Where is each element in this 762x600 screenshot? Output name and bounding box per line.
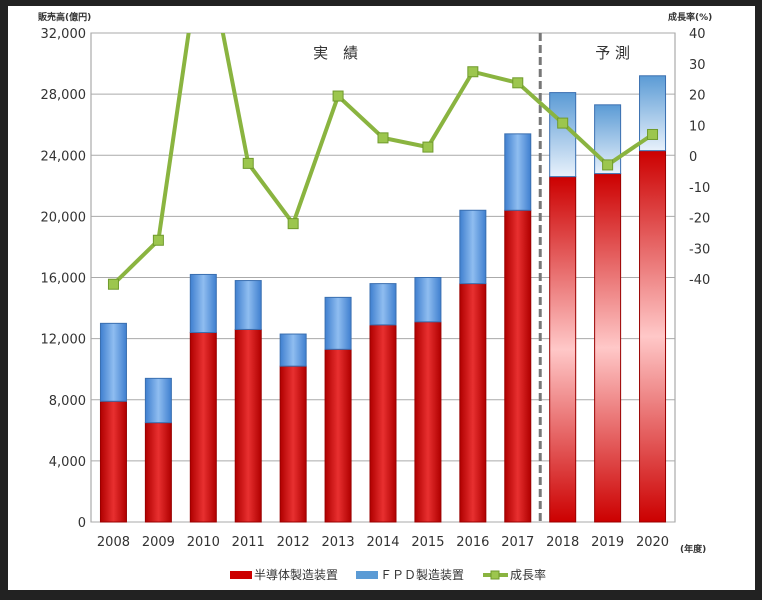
growth-marker-2011 <box>242 157 254 169</box>
chart-frame: 0 4,000 8,000 12,000 16,000 20,000 24,000 28,00… <box>8 6 755 590</box>
legend-swatch-semiconductor <box>230 571 252 579</box>
x-tick-label: 2017 <box>501 535 534 550</box>
y-right-tick-label: -20 <box>689 212 710 227</box>
y-right-tick-label: 20 <box>689 89 706 104</box>
x-axis-label: (年度) <box>680 543 706 555</box>
legend-marker-growth <box>490 570 500 580</box>
legend-label-fpd: ＦＰＤ製造装置 <box>380 568 464 582</box>
y-right-tick-label: -10 <box>689 181 710 196</box>
x-tick-label: 2009 <box>142 535 175 550</box>
bar-semiconductor-2009 <box>144 422 172 523</box>
growth-marker-2015 <box>422 141 434 153</box>
bar-semiconductor-2010 <box>189 332 217 523</box>
bar-fpd-2016 <box>459 209 487 285</box>
bar-fpd-2011 <box>234 280 262 330</box>
bar-fpd-2013 <box>324 296 352 350</box>
x-tick-label: 2011 <box>232 535 265 550</box>
x-tick-label: 2008 <box>97 535 130 550</box>
x-tick-label: 2013 <box>322 535 355 550</box>
annotation-actual: 実 績 <box>313 44 358 62</box>
bar-semiconductor-2013 <box>324 348 352 523</box>
x-tick-label: 2010 <box>187 535 220 550</box>
legend-label-semiconductor: 半導体製造装置 <box>254 568 338 582</box>
growth-marker-2017 <box>512 77 524 89</box>
y-tick-label: 32,000 <box>41 27 87 42</box>
bar-fpd-2018 <box>549 92 577 178</box>
y-tick-label: 4,000 <box>49 455 86 470</box>
bar-fpd-2009 <box>144 377 172 424</box>
growth-marker-2012 <box>287 218 299 230</box>
x-tick-label: 2015 <box>411 535 444 550</box>
growth-marker-2018 <box>557 117 569 129</box>
x-tick-label: 2016 <box>456 535 489 550</box>
y-right-tick-label: -40 <box>689 273 710 288</box>
y-right-tick-label: -30 <box>689 242 710 257</box>
bar-semiconductor-2017 <box>504 209 532 523</box>
x-tick-label: 2018 <box>546 535 579 550</box>
bar-semiconductor-2018 <box>549 176 577 523</box>
growth-marker-2020 <box>647 128 659 140</box>
chart: 0 4,000 8,000 12,000 16,000 20,000 24,000 28,00… <box>38 11 712 582</box>
x-tick-label: 2014 <box>366 535 399 550</box>
x-tick-label: 2019 <box>591 535 624 550</box>
y-tick-label: 16,000 <box>41 272 87 287</box>
bar-semiconductor-2012 <box>279 365 307 523</box>
bar-fpd-2008 <box>99 322 127 402</box>
y-right-tick-label: 30 <box>689 58 706 73</box>
growth-marker-2009 <box>152 234 164 246</box>
bar-fpd-2012 <box>279 333 307 367</box>
bar-semiconductor-2020 <box>639 150 667 523</box>
bar-fpd-2019 <box>594 104 622 175</box>
y-tick-label: 20,000 <box>41 210 87 225</box>
x-tick-label: 2020 <box>636 535 669 550</box>
bar-semiconductor-2014 <box>369 324 397 523</box>
legend-label-growth: 成長率 <box>510 567 546 582</box>
growth-marker-2013 <box>332 90 344 102</box>
y-right-axis-label: 成長率(%) <box>668 11 712 23</box>
y-tick-label: 0 <box>78 516 86 531</box>
growth-marker-2014 <box>377 132 389 144</box>
bar-fpd-2015 <box>414 277 442 323</box>
y-tick-label: 12,000 <box>41 333 87 348</box>
bar-semiconductor-2011 <box>234 328 262 523</box>
x-tick-label: 2012 <box>277 535 310 550</box>
bar-semiconductor-2015 <box>414 321 442 523</box>
growth-marker-2016 <box>467 66 479 78</box>
bar-fpd-2017 <box>504 133 532 211</box>
bar-fpd-2010 <box>189 273 217 334</box>
bar-fpd-2014 <box>369 283 397 326</box>
y-tick-label: 8,000 <box>49 394 86 409</box>
y-right-tick-label: 10 <box>689 119 706 134</box>
growth-marker-2008 <box>107 278 119 290</box>
y-right-tick-label: 0 <box>689 150 697 165</box>
y-right-tick-label: 40 <box>689 27 706 42</box>
y-tick-label: 24,000 <box>41 149 87 164</box>
growth-marker-2019 <box>602 159 614 171</box>
y-axis-label: 販売高(億円) <box>38 11 91 23</box>
bar-semiconductor-2019 <box>594 173 622 523</box>
legend-swatch-fpd <box>356 571 378 579</box>
bar-semiconductor-2016 <box>459 283 487 523</box>
bar-semiconductor-2008 <box>99 400 127 523</box>
annotation-forecast: 予 測 <box>595 44 630 62</box>
y-tick-label: 28,000 <box>41 88 87 103</box>
